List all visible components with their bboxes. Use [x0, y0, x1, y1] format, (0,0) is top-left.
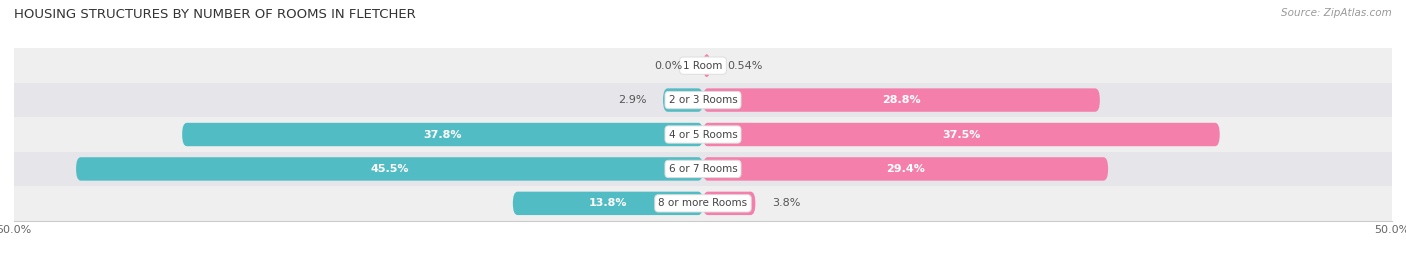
- Text: 8 or more Rooms: 8 or more Rooms: [658, 198, 748, 208]
- FancyBboxPatch shape: [703, 157, 1108, 181]
- Text: 1 Room: 1 Room: [683, 61, 723, 71]
- Text: 6 or 7 Rooms: 6 or 7 Rooms: [669, 164, 737, 174]
- FancyBboxPatch shape: [76, 157, 703, 181]
- Text: 45.5%: 45.5%: [370, 164, 409, 174]
- Text: 0.54%: 0.54%: [727, 61, 762, 71]
- Text: HOUSING STRUCTURES BY NUMBER OF ROOMS IN FLETCHER: HOUSING STRUCTURES BY NUMBER OF ROOMS IN…: [14, 8, 416, 21]
- FancyBboxPatch shape: [183, 123, 703, 146]
- FancyBboxPatch shape: [703, 192, 755, 215]
- FancyBboxPatch shape: [703, 88, 1099, 112]
- FancyBboxPatch shape: [513, 192, 703, 215]
- FancyBboxPatch shape: [703, 54, 710, 77]
- Bar: [14, 152, 1392, 186]
- Text: 4 or 5 Rooms: 4 or 5 Rooms: [669, 129, 737, 140]
- FancyBboxPatch shape: [664, 88, 703, 112]
- Text: 2 or 3 Rooms: 2 or 3 Rooms: [669, 95, 737, 105]
- Text: 3.8%: 3.8%: [772, 198, 800, 208]
- Bar: [14, 48, 1392, 83]
- Text: Source: ZipAtlas.com: Source: ZipAtlas.com: [1281, 8, 1392, 18]
- FancyBboxPatch shape: [703, 123, 1219, 146]
- Text: 37.8%: 37.8%: [423, 129, 461, 140]
- Text: 29.4%: 29.4%: [886, 164, 925, 174]
- Text: 2.9%: 2.9%: [619, 95, 647, 105]
- Bar: [14, 117, 1392, 152]
- Bar: [14, 186, 1392, 221]
- Text: 37.5%: 37.5%: [942, 129, 980, 140]
- Text: 13.8%: 13.8%: [589, 198, 627, 208]
- Text: 28.8%: 28.8%: [882, 95, 921, 105]
- Bar: [14, 83, 1392, 117]
- Text: 0.0%: 0.0%: [654, 61, 682, 71]
